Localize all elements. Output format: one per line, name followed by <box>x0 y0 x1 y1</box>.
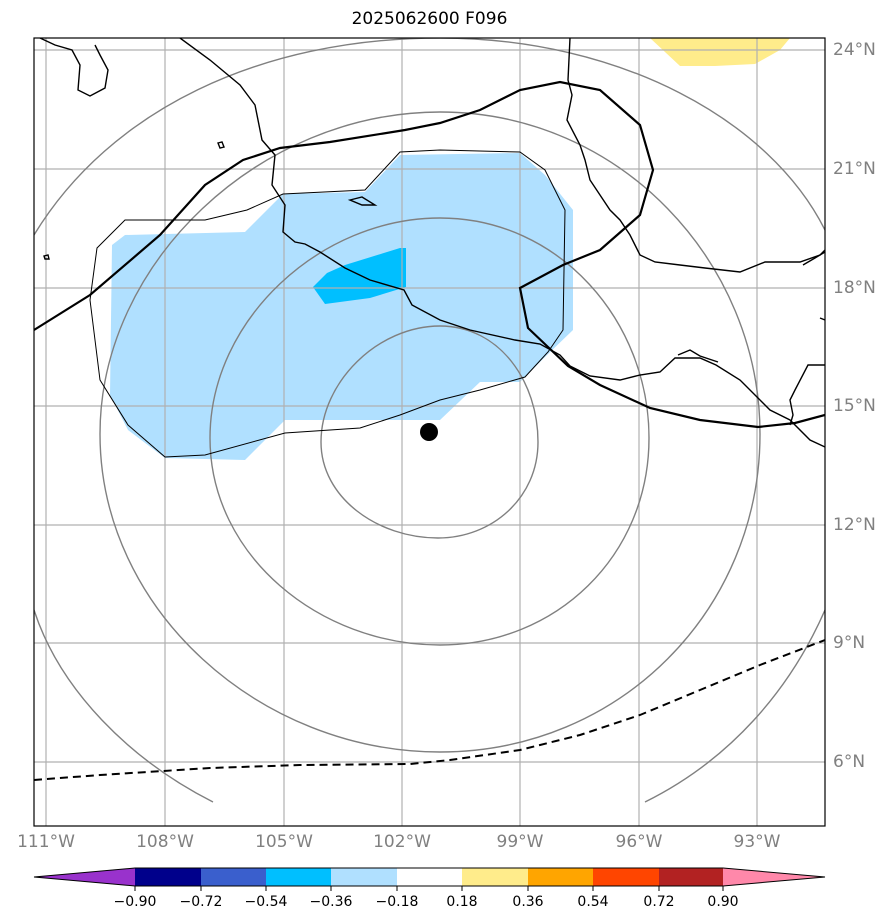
colorbar-tick-label: 0.72 <box>643 894 675 910</box>
storm-center-marker <box>420 423 438 441</box>
colorbar-segment-9 <box>659 868 723 886</box>
lon-label-111w: 111°W <box>17 832 75 852</box>
colorbar-tick-label: 0.36 <box>512 894 544 910</box>
colorbar-tick-label: −0.72 <box>179 894 223 910</box>
anomaly-light-blue-area <box>110 153 573 460</box>
lon-label-93w: 93°W <box>733 832 781 852</box>
colorbar-extend-right <box>723 868 825 886</box>
anomaly-blue-area <box>313 248 406 304</box>
map-frame <box>33 37 826 827</box>
range-rings <box>34 38 825 803</box>
lat-label-9n: 9°N <box>833 633 866 653</box>
lon-label-99w: 99°W <box>496 832 544 852</box>
lat-label-12n: 12°N <box>833 515 876 535</box>
range-ring-2 <box>209 217 650 646</box>
lon-label-96w: 96°W <box>615 832 663 852</box>
lat-label-6n: 6°N <box>833 752 866 772</box>
colorbar-tick-label: −0.90 <box>113 894 157 910</box>
colorbar-segment-3 <box>266 868 331 886</box>
colorbar-tick-label: −0.18 <box>375 894 419 910</box>
dashed-line <box>34 639 825 781</box>
anomaly-contour <box>89 149 566 458</box>
lat-label-15n: 15°N <box>833 396 876 416</box>
colorbar-segment-4 <box>331 868 397 886</box>
colorbar-segment-5 <box>397 868 462 886</box>
lat-label-18n: 18°N <box>833 278 876 298</box>
map-title: 2025062600 F096 <box>351 9 508 29</box>
colorbar-segment-6 <box>462 868 528 886</box>
colorbar-tick-label: 0.54 <box>577 894 609 910</box>
range-ring-1 <box>320 325 539 539</box>
colorbar-tick-label: 0.90 <box>707 894 739 910</box>
colorbar <box>33 867 826 891</box>
colorbar-tick-label: 0.18 <box>446 894 478 910</box>
lon-label-108w: 108°W <box>136 832 194 852</box>
colorbar-segment-1 <box>135 868 201 886</box>
colorbar-segment-2 <box>201 868 266 886</box>
colorbar-segment-7 <box>528 868 593 886</box>
anomaly-yellow-area <box>650 38 790 66</box>
lat-label-21n: 21°N <box>833 159 876 179</box>
colorbar-tick-label: −0.54 <box>244 894 288 910</box>
lon-label-105w: 105°W <box>255 832 313 852</box>
map-layers <box>34 38 825 826</box>
colorbar-segment-8 <box>593 868 659 886</box>
thick-boundaries <box>34 80 825 429</box>
lon-label-102w: 102°W <box>373 832 431 852</box>
colorbar-tick-label: −0.36 <box>309 894 353 910</box>
colorbar-extend-left <box>34 868 135 886</box>
lat-label-24n: 24°N <box>833 40 876 60</box>
coastlines <box>39 38 825 448</box>
range-ring-3 <box>99 111 761 753</box>
